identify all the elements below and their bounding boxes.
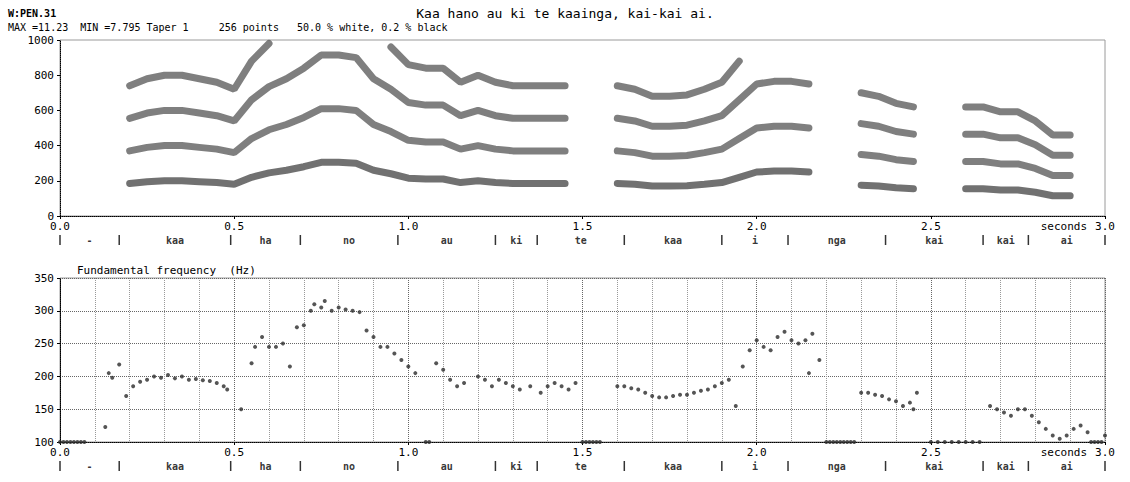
svg-text:nga: nga: [828, 461, 846, 472]
svg-text:ki: ki: [510, 235, 522, 246]
svg-text:100: 100: [34, 435, 54, 449]
svg-text:i: i: [752, 235, 758, 246]
svg-text:0: 0: [47, 209, 54, 223]
svg-text:800: 800: [34, 69, 54, 82]
svg-text:kai: kai: [925, 461, 943, 472]
svg-text:no: no: [343, 235, 355, 246]
svg-text:ha: ha: [259, 461, 271, 472]
svg-text:Fundamental frequency (Hz): Fundamental frequency (Hz): [77, 264, 256, 277]
svg-text:1.0: 1.0: [398, 446, 418, 459]
svg-text:0.0: 0.0: [50, 446, 70, 459]
svg-text:-: -: [87, 461, 93, 472]
svg-text:0.5: 0.5: [224, 446, 244, 459]
svg-text:150: 150: [34, 403, 54, 416]
svg-text:te: te: [575, 461, 587, 472]
svg-text:ai: ai: [1061, 461, 1073, 472]
svg-text:1.5: 1.5: [573, 446, 593, 459]
svg-text:1000: 1000: [28, 34, 55, 47]
svg-text:te: te: [575, 235, 587, 246]
svg-text:au: au: [441, 461, 453, 472]
svg-text:MAX =11.23 MIN =7.795 Taper 1: MAX =11.23 MIN =7.795 Taper 1 256 points…: [8, 22, 448, 33]
svg-text:kai: kai: [997, 461, 1015, 472]
svg-text:250: 250: [34, 337, 54, 350]
svg-text:2.0: 2.0: [747, 446, 767, 459]
svg-text:3.0: 3.0: [1095, 220, 1115, 233]
svg-text:kai: kai: [925, 235, 943, 246]
svg-text:600: 600: [34, 104, 54, 117]
svg-text:2.0: 2.0: [747, 220, 767, 233]
svg-text:ai: ai: [1061, 235, 1073, 246]
svg-text:no: no: [343, 461, 355, 472]
svg-text:1.5: 1.5: [573, 220, 593, 233]
svg-text:kaa: kaa: [664, 461, 682, 472]
svg-text:-: -: [87, 235, 93, 246]
svg-text:kaa: kaa: [166, 235, 184, 246]
svg-text:200: 200: [34, 174, 54, 187]
svg-text:kaa: kaa: [166, 461, 184, 472]
svg-text:W:PEN.31: W:PEN.31: [8, 8, 56, 19]
svg-text:3.0: 3.0: [1095, 446, 1115, 459]
svg-text:seconds: seconds: [1041, 220, 1087, 233]
svg-text:300: 300: [34, 304, 54, 317]
svg-text:kai: kai: [997, 235, 1015, 246]
svg-text:kaa: kaa: [664, 235, 682, 246]
svg-text:350: 350: [34, 272, 54, 285]
svg-text:400: 400: [34, 139, 54, 152]
svg-text:ki: ki: [510, 461, 522, 472]
svg-text:200: 200: [34, 370, 54, 383]
svg-text:2.5: 2.5: [921, 446, 941, 459]
svg-text:0.0: 0.0: [50, 220, 70, 233]
svg-text:0.5: 0.5: [224, 220, 244, 233]
svg-text:i: i: [752, 461, 758, 472]
svg-text:au: au: [441, 235, 453, 246]
svg-text:seconds: seconds: [1041, 446, 1087, 459]
svg-text:1.0: 1.0: [398, 220, 418, 233]
svg-text:ha: ha: [259, 235, 271, 246]
svg-text:Kaa hano au ki te kaainga, kai: Kaa hano au ki te kaainga, kai-kai ai.: [416, 6, 713, 21]
svg-text:2.5: 2.5: [921, 220, 941, 233]
svg-text:nga: nga: [828, 235, 846, 246]
